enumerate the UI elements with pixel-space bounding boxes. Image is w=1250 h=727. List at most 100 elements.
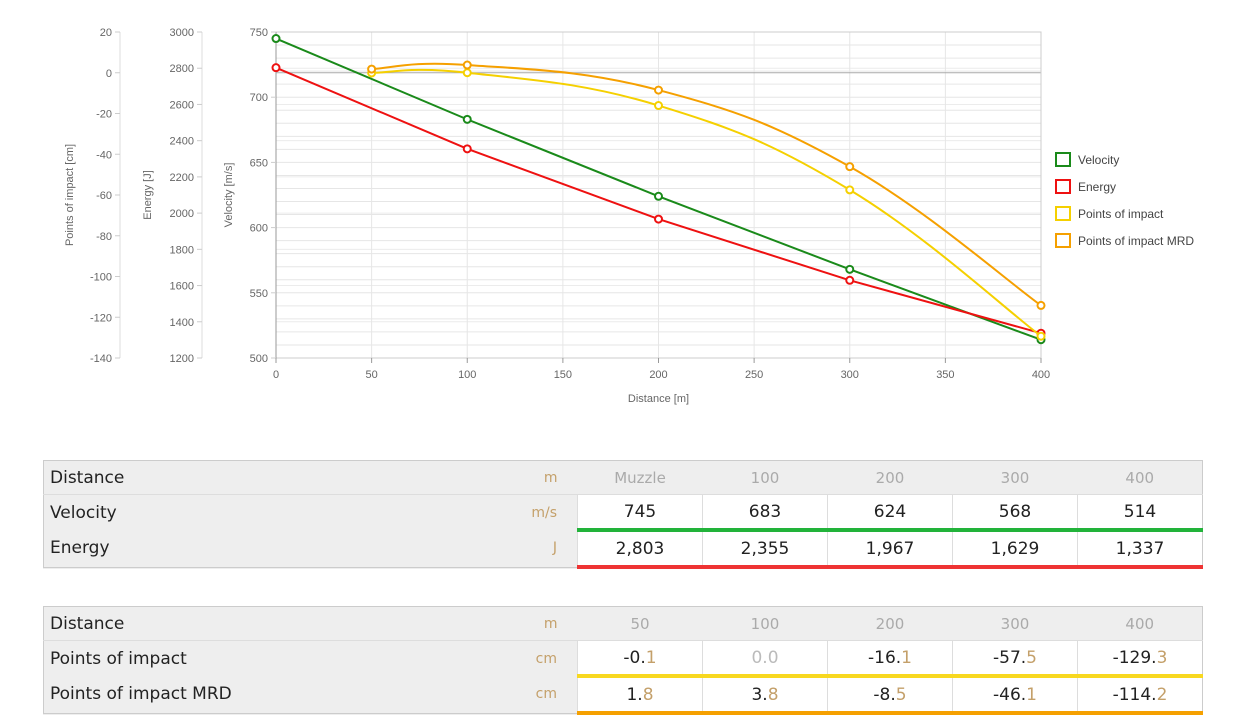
- table-cell: 100: [702, 460, 828, 495]
- table-cell: 624: [827, 494, 953, 532]
- table-cell: 400: [1077, 606, 1203, 641]
- table-cell: -8.5: [827, 676, 953, 715]
- legend-swatch: [1055, 179, 1071, 194]
- value-decimal: 8: [642, 684, 654, 705]
- table-cell: -46.1: [952, 676, 1078, 715]
- data-point: [462, 60, 472, 70]
- y-tick-label: -100: [90, 272, 112, 284]
- value-decimal: 1: [1026, 684, 1037, 705]
- y-tick-label: -140: [90, 353, 112, 365]
- data-point: [271, 63, 281, 73]
- y-tick-label: 3000: [170, 27, 194, 39]
- data-point: [845, 185, 855, 195]
- value-integer: 0.0: [751, 647, 779, 668]
- data-point: [271, 34, 281, 44]
- value-integer: 1.: [626, 684, 643, 705]
- velocity-energy-table: Distance m Muzzle 100 200 300 400 Velocity m/s 74…: [43, 460, 1203, 569]
- y-tick-label: -60: [96, 190, 112, 202]
- table-cell: -114.2: [1077, 676, 1203, 715]
- table-cell: 300: [952, 460, 1078, 495]
- table-cell: 2,803: [577, 530, 703, 569]
- series-line-points-of-impact: [371, 68, 1042, 337]
- table-cell: 300: [952, 606, 1078, 641]
- row-label: Points of impact: [50, 648, 187, 669]
- series-line-points-of-impact-mrd: [371, 62, 1042, 307]
- y-tick-label: 1400: [170, 317, 194, 329]
- table-cell: 683: [702, 494, 828, 532]
- table-cell: 2,355: [702, 530, 828, 569]
- table-cell: 50: [577, 606, 703, 641]
- x-tick-label: 300: [841, 369, 859, 381]
- y-tick-label: 2800: [170, 63, 194, 75]
- table-cell: 568: [952, 494, 1078, 532]
- points-of-impact-table: Distance m 50 100 200 300 400 Points of impact c…: [43, 606, 1203, 715]
- data-point: [654, 85, 663, 95]
- table-cell: 745: [577, 494, 703, 532]
- value-integer: -0.: [623, 647, 646, 668]
- row-label: Energy: [50, 538, 110, 559]
- row-label: Velocity: [50, 502, 117, 523]
- value-decimal: 1: [901, 647, 912, 668]
- row-unit: cm: [535, 650, 557, 667]
- y-tick-label: 2400: [170, 136, 194, 148]
- y-tick-label: 1600: [170, 281, 194, 293]
- legend-item[interactable]: Velocity: [1055, 146, 1194, 173]
- legend-item[interactable]: Points of impact: [1055, 200, 1194, 227]
- value-integer: 3.: [751, 684, 768, 705]
- y-tick-label: 1800: [170, 244, 194, 256]
- data-point: [462, 68, 472, 78]
- table-row: Distance m Muzzle 100 200 300 400: [43, 460, 1203, 495]
- value-decimal: 3: [1156, 647, 1168, 668]
- table-cell: 400: [1077, 460, 1203, 495]
- table-cell: 200: [827, 606, 953, 641]
- legend-label: Points of impact: [1078, 206, 1164, 221]
- y-tick-label: 750: [250, 27, 268, 39]
- value-integer: -16.: [868, 647, 902, 668]
- data-point: [845, 162, 855, 172]
- y-tick-label: 2000: [170, 208, 194, 220]
- y-tick-label: 2200: [170, 172, 194, 184]
- y-tick-label: 550: [250, 288, 268, 300]
- x-tick-label: 350: [936, 369, 954, 381]
- y-axis-title: Velocity [m/s]: [223, 163, 235, 228]
- value-integer: -129.: [1112, 647, 1157, 668]
- value-decimal: 1: [645, 647, 657, 668]
- table-row: Energy J 2,803 2,355 1,967 1,629 1,337: [44, 530, 1203, 569]
- x-tick-label: 50: [366, 369, 378, 381]
- y-tick-label: 700: [250, 92, 268, 104]
- y-tick-label: 20: [100, 27, 112, 39]
- table-cell: 0.0: [702, 640, 828, 678]
- y-tick-label: 500: [250, 353, 268, 365]
- table-cell: 3.8: [702, 676, 828, 715]
- y-axis-title: Energy [J]: [142, 170, 154, 220]
- table-cell: -57.5: [952, 640, 1078, 678]
- table-cell: -129.3: [1077, 640, 1203, 678]
- data-point: [654, 214, 663, 224]
- row-label: Distance: [43, 460, 378, 495]
- legend-label: Energy: [1078, 179, 1117, 194]
- value-integer: -114.: [1112, 684, 1157, 705]
- data-point: [845, 275, 855, 285]
- legend-item[interactable]: Points of impact MRD: [1055, 227, 1194, 254]
- x-axis-title: Distance [m]: [628, 393, 689, 405]
- x-tick-label: 0: [273, 369, 279, 381]
- x-tick-label: 100: [458, 369, 476, 381]
- row-label: Points of impact MRD: [50, 684, 232, 705]
- table-cell: 1,337: [1077, 530, 1203, 569]
- x-tick-label: 400: [1032, 369, 1050, 381]
- y-tick-label: -20: [96, 109, 112, 121]
- value-integer: -57.: [993, 647, 1027, 668]
- row-unit: m/s: [531, 504, 557, 521]
- row-unit: J: [552, 540, 557, 557]
- table-cell: -16.1: [827, 640, 953, 678]
- row-label: Distance: [43, 606, 472, 641]
- value-decimal: 8: [767, 684, 779, 705]
- row-unit: m: [471, 606, 578, 641]
- data-point: [654, 101, 663, 111]
- table-row: Points of impact cm -0.1 0.0 -16.1 -57.5 -129.…: [44, 640, 1203, 678]
- legend-item[interactable]: Energy: [1055, 173, 1194, 200]
- x-tick-label: 200: [649, 369, 667, 381]
- value-decimal: 2: [1156, 684, 1168, 705]
- value-decimal: 5: [895, 684, 907, 705]
